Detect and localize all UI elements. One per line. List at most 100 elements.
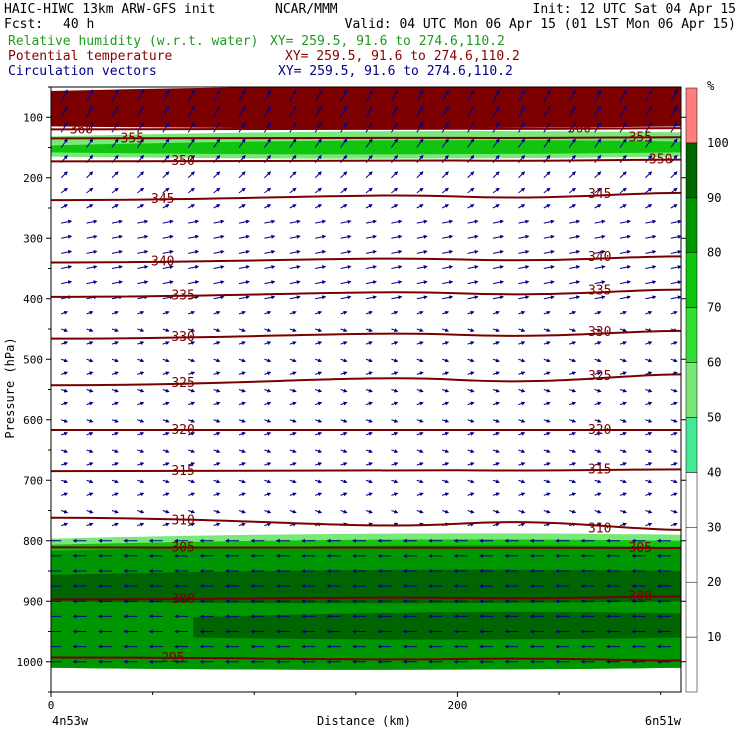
wind-vector <box>442 462 450 466</box>
wind-vector <box>569 431 577 436</box>
wind-vector <box>391 492 399 497</box>
wind-vector <box>61 310 69 315</box>
wind-vector <box>619 234 632 239</box>
wind-vector <box>492 234 504 239</box>
wind-vector <box>60 89 68 103</box>
wind-vector <box>543 431 551 436</box>
wind-vector <box>213 401 221 406</box>
wind-vector <box>569 310 577 315</box>
wind-vector <box>467 204 475 209</box>
wind-vector <box>670 418 678 423</box>
wind-vector <box>111 204 119 209</box>
wind-vector <box>340 204 348 209</box>
wind-vector <box>517 105 525 118</box>
wind-vector <box>111 371 119 376</box>
wind-vector <box>391 295 403 300</box>
wind-vector <box>670 171 678 179</box>
wind-vector <box>492 265 504 270</box>
wind-vector <box>543 219 555 224</box>
wind-vector <box>264 265 276 270</box>
wind-vector <box>264 418 272 423</box>
wind-vector <box>213 492 221 497</box>
wind-vector <box>213 122 221 133</box>
wind-vector <box>619 89 627 103</box>
wind-vector <box>213 431 221 436</box>
fcst-label: Fcst: <box>4 17 44 32</box>
wind-vector <box>619 479 627 484</box>
wind-vector <box>238 328 246 332</box>
wind-vector <box>111 187 119 194</box>
wind-vector <box>213 522 221 527</box>
legend-level-label: 50 <box>707 410 721 424</box>
wind-vector <box>188 388 196 393</box>
wind-vector <box>619 310 627 315</box>
wind-vector <box>264 509 272 514</box>
wind-vector <box>467 265 479 270</box>
wind-vector <box>416 187 424 194</box>
wind-vector <box>391 171 399 179</box>
wind-vector <box>340 89 348 103</box>
theta-contour-label: 345 <box>588 187 611 202</box>
wind-vector <box>365 204 373 209</box>
wind-vector <box>416 234 428 239</box>
wind-vector <box>594 105 602 118</box>
legend-swatch <box>685 472 698 528</box>
wind-vector <box>60 122 68 133</box>
y-tick-label: 300 <box>23 232 43 245</box>
wind-vector <box>137 234 149 239</box>
wind-vector <box>289 89 297 103</box>
wind-vector <box>188 219 200 224</box>
wind-vector <box>645 479 653 484</box>
wind-vector <box>543 122 551 133</box>
wind-vector <box>162 418 170 423</box>
wind-vector <box>238 431 246 436</box>
wind-vector <box>492 388 500 393</box>
wind-vector <box>340 449 348 453</box>
wind-vector <box>442 280 454 285</box>
theta-contour-label: 345 <box>151 192 174 207</box>
wind-vector <box>619 138 627 148</box>
wind-vector <box>264 187 272 194</box>
wind-vector <box>391 265 403 270</box>
wind-vector <box>188 250 200 254</box>
field-vec-xy: XY= 259.5, 91.6 to 274.6,110.2 <box>278 64 513 79</box>
wind-vector <box>61 418 69 423</box>
wind-vector <box>670 522 678 527</box>
wind-vector <box>314 171 322 179</box>
wind-vector <box>315 371 323 376</box>
wind-vector <box>188 492 196 497</box>
x-axis-label: Distance (km) <box>317 714 411 728</box>
wind-vector <box>61 328 69 332</box>
theta-contour-label: 350 <box>171 154 194 169</box>
wind-vector <box>289 462 297 466</box>
y-axis-label: Pressure (hPa) <box>3 337 17 438</box>
wind-vector <box>188 265 200 270</box>
wind-vector <box>416 509 424 514</box>
wind-vector <box>594 358 602 363</box>
wind-vector <box>594 449 602 453</box>
y-tick-label: 1000 <box>17 656 44 669</box>
wind-vector <box>391 401 399 406</box>
theta-contour-label: 360 <box>568 121 591 136</box>
wind-vector <box>569 479 577 484</box>
y-tick-label: 200 <box>23 172 43 185</box>
theta-contour-label: 310 <box>588 521 611 536</box>
wind-vector <box>315 401 323 406</box>
wind-vector <box>594 171 602 179</box>
wind-vector <box>492 418 500 423</box>
wind-vector <box>492 371 500 376</box>
wind-vector <box>136 89 144 103</box>
wind-vector <box>518 462 526 466</box>
wind-vector <box>543 265 555 270</box>
wind-vector <box>467 234 479 239</box>
theta-contour-label: 355 <box>629 130 652 145</box>
wind-vector <box>162 401 170 406</box>
wind-vector <box>340 265 352 270</box>
wind-vector <box>162 341 170 345</box>
wind-vector <box>594 341 602 345</box>
wind-vector <box>314 122 322 133</box>
theta-contour-label: 340 <box>588 250 611 265</box>
wind-vector <box>213 204 221 209</box>
wind-vector <box>645 449 653 453</box>
wind-vector <box>416 401 424 406</box>
